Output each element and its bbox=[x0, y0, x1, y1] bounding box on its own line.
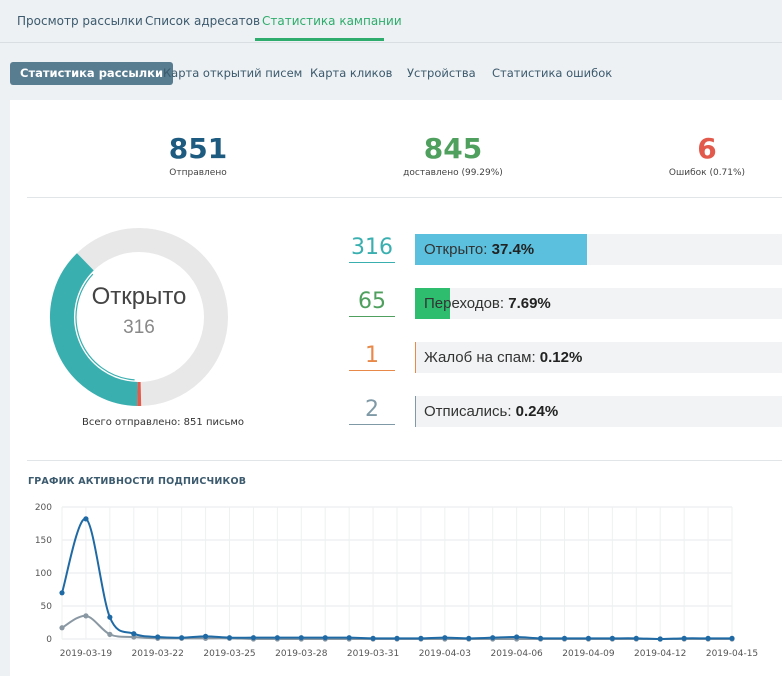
total-sent: Всего отправлено: 851 письмо bbox=[82, 417, 245, 428]
y-tick-label: 100 bbox=[35, 569, 52, 579]
metric-label: Жалоб на спам: 0.12% bbox=[424, 349, 583, 366]
subtab-error-stats[interactable]: Статистика ошибок bbox=[492, 66, 613, 80]
data-point[interactable] bbox=[705, 635, 711, 641]
subtab-open-map[interactable]: Карта открытий писем bbox=[163, 66, 303, 80]
data-point[interactable] bbox=[274, 635, 280, 641]
divider bbox=[27, 460, 782, 461]
data-point[interactable] bbox=[442, 635, 448, 641]
data-point[interactable] bbox=[609, 635, 615, 641]
subtab-mailing-stats[interactable]: Статистика рассылки bbox=[10, 62, 174, 85]
data-point[interactable] bbox=[226, 635, 233, 641]
data-point[interactable] bbox=[346, 635, 352, 641]
x-tick-label: 2019-04-15 bbox=[706, 649, 758, 659]
sent-count: 851 bbox=[168, 132, 228, 165]
data-point[interactable] bbox=[83, 516, 89, 522]
tab-campaign-stats[interactable]: Статистика кампании bbox=[262, 14, 402, 28]
metric-count: 316 bbox=[349, 235, 395, 263]
metric-count: 1 bbox=[349, 343, 395, 371]
delivered-count: 845 bbox=[423, 132, 483, 165]
metric-bar: Отписались: 0.24% bbox=[415, 396, 782, 427]
divider bbox=[27, 197, 782, 198]
metric-bar-fill bbox=[415, 342, 416, 373]
subtab-devices[interactable]: Устройства bbox=[407, 66, 476, 80]
donut-count: 316 bbox=[123, 317, 155, 338]
data-point[interactable] bbox=[514, 634, 520, 640]
data-point[interactable] bbox=[633, 635, 639, 641]
data-point[interactable] bbox=[729, 635, 735, 641]
data-point[interactable] bbox=[490, 635, 496, 641]
data-point[interactable] bbox=[131, 631, 137, 637]
x-tick-label: 2019-03-25 bbox=[203, 649, 255, 659]
data-point[interactable] bbox=[250, 635, 257, 641]
donut-inner-ring bbox=[75, 273, 135, 381]
x-tick-label: 2019-03-31 bbox=[347, 649, 399, 659]
data-point[interactable] bbox=[370, 635, 376, 641]
metric-bar: Открыто: 37.4% bbox=[415, 234, 782, 265]
open-donut-chart: Открыто 316 bbox=[47, 225, 231, 409]
metric-bar: Жалоб на спам: 0.12% bbox=[415, 342, 782, 373]
data-point[interactable] bbox=[83, 613, 89, 619]
metric-count: 65 bbox=[349, 289, 395, 317]
top-tabs: Просмотр рассылки Список адресатов Стати… bbox=[0, 0, 782, 43]
metric-label: Переходов: 7.69% bbox=[424, 295, 551, 312]
x-tick-label: 2019-04-06 bbox=[490, 649, 543, 659]
data-point[interactable] bbox=[298, 635, 304, 641]
series-line bbox=[61, 517, 732, 641]
data-point[interactable] bbox=[322, 635, 328, 641]
data-point[interactable] bbox=[107, 631, 113, 637]
sent-label: Отправлено bbox=[169, 168, 227, 178]
y-tick-label: 150 bbox=[35, 536, 52, 546]
tab-recipient-list[interactable]: Список адресатов bbox=[145, 14, 261, 28]
data-point[interactable] bbox=[561, 635, 568, 641]
metric-label: Отписались: 0.24% bbox=[424, 403, 559, 420]
metric-bar-fill bbox=[415, 396, 417, 427]
data-point[interactable] bbox=[202, 633, 209, 639]
x-tick-label: 2019-03-19 bbox=[60, 649, 113, 659]
metric-bar: Переходов: 7.69% bbox=[415, 288, 782, 319]
donut-open-segment bbox=[50, 253, 139, 406]
metric-bar-fill bbox=[415, 234, 588, 265]
chart-title: ГРАФИК АКТИВНОСТИ ПОДПИСЧИКОВ bbox=[28, 476, 247, 487]
data-point[interactable] bbox=[179, 635, 185, 641]
data-point[interactable] bbox=[394, 635, 400, 641]
stat-errors: 6 Ошибок (0.71%) bbox=[660, 132, 754, 178]
delivered-label: доставлено (99.29%) bbox=[403, 168, 503, 178]
stat-sent: 851 Отправлено bbox=[150, 132, 246, 178]
y-tick-label: 50 bbox=[41, 602, 53, 612]
tab-mailing-preview[interactable]: Просмотр рассылки bbox=[17, 14, 143, 28]
metric-count: 2 bbox=[349, 397, 395, 425]
donut-title: Открыто bbox=[91, 283, 187, 310]
data-point[interactable] bbox=[155, 634, 161, 640]
activity-line-chart: 0 50 100 150 200 2019-03-19 2019-03-22 2019-03-… bbox=[35, 503, 758, 659]
data-point[interactable] bbox=[585, 635, 592, 641]
subtab-click-map[interactable]: Карта кликов bbox=[310, 66, 393, 80]
data-point[interactable] bbox=[418, 635, 424, 641]
errors-count: 6 bbox=[697, 132, 717, 165]
stat-delivered: 845 доставлено (99.29%) bbox=[392, 132, 514, 178]
data-point[interactable] bbox=[107, 614, 113, 620]
x-tick-label: 2019-03-22 bbox=[132, 649, 184, 659]
data-point[interactable] bbox=[466, 635, 472, 641]
errors-label: Ошибок (0.71%) bbox=[668, 168, 746, 178]
y-tick-label: 200 bbox=[35, 503, 52, 513]
data-point[interactable] bbox=[537, 635, 544, 641]
data-point[interactable] bbox=[657, 636, 663, 642]
y-tick-label: 0 bbox=[46, 635, 52, 645]
x-tick-label: 2019-04-09 bbox=[562, 649, 615, 659]
metric-bar-fill bbox=[415, 288, 451, 319]
data-point[interactable] bbox=[681, 635, 687, 641]
x-tick-label: 2019-04-03 bbox=[419, 649, 471, 659]
metric-label: Открыто: 37.4% bbox=[424, 241, 535, 258]
data-point[interactable] bbox=[59, 590, 65, 596]
x-tick-label: 2019-04-12 bbox=[634, 649, 686, 659]
x-tick-label: 2019-03-28 bbox=[275, 649, 328, 659]
active-tab-underline bbox=[255, 38, 384, 41]
donut-svg bbox=[50, 228, 228, 407]
data-point[interactable] bbox=[59, 625, 65, 631]
